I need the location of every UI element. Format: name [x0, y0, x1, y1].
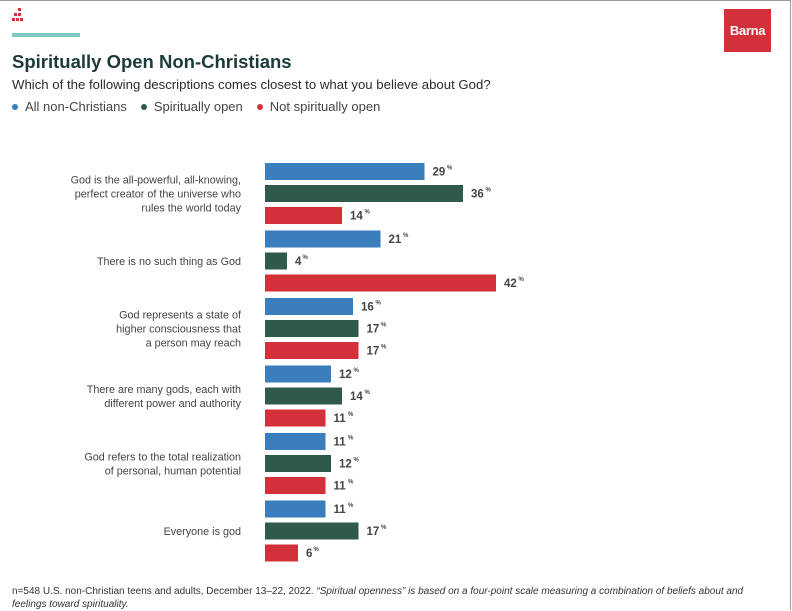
percent-sign: %: [348, 436, 354, 442]
bar-2-1: [265, 274, 496, 292]
data-label: 29: [433, 167, 446, 179]
percent-sign: %: [354, 368, 360, 374]
bar-2-2: [265, 342, 359, 359]
percent-sign: %: [403, 233, 409, 239]
data-label: 36: [471, 189, 484, 201]
data-label: 17: [367, 324, 380, 336]
bar-0-0: [265, 163, 425, 180]
data-label: 17: [367, 526, 380, 538]
bar-0-2: [265, 298, 353, 315]
category-label: There is no such thing as God: [97, 256, 241, 268]
legend-label: Not spiritually open: [269, 99, 381, 114]
category-label: There are many gods, each with: [87, 384, 241, 396]
percent-sign: %: [486, 188, 492, 194]
legend-dot-icon: [256, 103, 263, 110]
bar-0-5: [265, 500, 326, 518]
footnote-italic: “Spiritual openness” is based on a four-…: [12, 586, 744, 610]
data-label: 42: [504, 278, 517, 290]
bar-0-1: [265, 230, 381, 248]
percent-sign: %: [348, 412, 354, 418]
barna-logo-mark-icon: [12, 8, 28, 22]
category-label: God refers to the total realization: [84, 452, 241, 464]
category-label: higher consciousness that: [116, 324, 241, 336]
percent-sign: %: [365, 210, 371, 216]
legend-item-spiritually-open: Spiritually open: [140, 99, 243, 114]
bar-2-0: [265, 207, 342, 224]
data-label: 12: [339, 459, 352, 471]
data-label: 11: [334, 504, 347, 516]
footnote-main: n=548 U.S. non-Christian teens and adult…: [12, 586, 317, 597]
bar-2-4: [265, 477, 326, 494]
bar-1-0: [265, 185, 463, 202]
percent-sign: %: [381, 323, 387, 329]
bar-1-3: [265, 387, 342, 405]
percent-sign: %: [348, 480, 354, 486]
bar-chart: God is the all-powerful, all-knowing, per…: [71, 163, 525, 562]
percent-sign: %: [348, 503, 354, 509]
legend-item-not-spiritually-open: Not spiritually open: [256, 99, 381, 114]
data-label: 6: [306, 548, 312, 560]
data-label: 4: [295, 256, 302, 268]
bar-2-5: [265, 544, 298, 562]
percent-sign: %: [447, 166, 453, 172]
accent-line: [12, 33, 80, 37]
bar-1-1: [265, 252, 287, 270]
category-label: God represents a state of: [119, 310, 242, 322]
category-label: rules the world today: [141, 203, 241, 215]
chart-title: Spiritually Open Non-Christians: [12, 51, 292, 72]
legend-dot-icon: [140, 103, 147, 110]
legend: All non-Christians Spiritually open Not …: [12, 99, 380, 114]
data-label: 14: [350, 211, 363, 223]
percent-sign: %: [365, 390, 371, 396]
data-label: 11: [334, 413, 347, 425]
chart-subtitle: Which of the following descriptions come…: [12, 77, 491, 92]
data-label: 16: [361, 302, 374, 314]
legend-label: Spiritually open: [153, 99, 243, 114]
bar-1-4: [265, 455, 331, 472]
data-label: 14: [350, 391, 363, 403]
category-label: different power and authority: [104, 398, 241, 410]
bar-2-3: [265, 409, 326, 427]
data-label: 11: [334, 481, 347, 493]
data-label: 12: [339, 369, 352, 381]
bar-1-2: [265, 320, 359, 337]
category-label: God is the all-powerful, all-knowing,: [71, 175, 241, 187]
percent-sign: %: [303, 255, 309, 261]
category-label: of personal, human potential: [105, 466, 241, 478]
bar-1-5: [265, 522, 359, 540]
data-label: 17: [367, 346, 380, 358]
percent-sign: %: [381, 525, 387, 531]
data-label: 21: [389, 234, 402, 246]
legend-item-all-non-christians: All non-Christians: [12, 99, 127, 114]
footnote: n=548 U.S. non-Christian teens and adult…: [12, 585, 772, 611]
category-label: Everyone is god: [164, 526, 241, 538]
bar-0-4: [265, 433, 326, 450]
legend-label: All non-Christians: [25, 99, 127, 114]
percent-sign: %: [314, 547, 320, 553]
percent-sign: %: [376, 301, 382, 307]
category-label: a person may reach: [146, 338, 241, 350]
category-label: perfect creator of the universe who: [75, 189, 241, 201]
legend-dot-icon: [12, 103, 18, 110]
percent-sign: %: [354, 458, 360, 464]
bar-0-3: [265, 365, 331, 383]
data-label: 11: [334, 437, 347, 449]
percent-sign: %: [519, 277, 525, 283]
barna-brand-badge: Barna: [724, 9, 771, 52]
percent-sign: %: [381, 345, 387, 351]
